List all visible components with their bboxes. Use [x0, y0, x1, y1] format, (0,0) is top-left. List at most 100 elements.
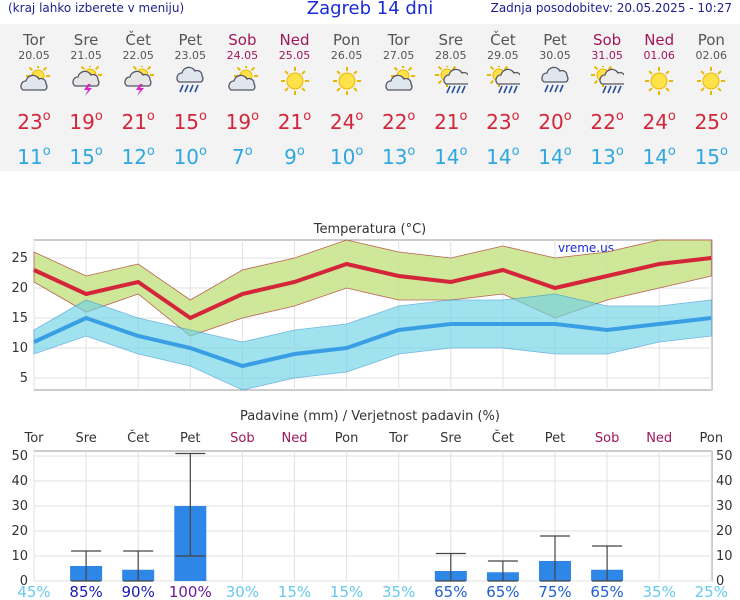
sun-rain-icon: [591, 66, 625, 94]
x-tick-label: Pet: [180, 431, 200, 446]
day-name: Sre: [438, 31, 464, 49]
sun-cloud-icon: [385, 66, 415, 91]
precipitation-plot-area: [33, 450, 713, 582]
day-date: 25.05: [278, 49, 311, 62]
y-tick-label: 0: [20, 574, 28, 589]
day-date: 24.05: [226, 49, 259, 62]
day-name: Čet: [125, 31, 151, 49]
min-temperature: 10o: [173, 144, 207, 169]
day-column: Sob 31.05 22o 13o: [581, 32, 633, 168]
daily-forecast-band: [0, 24, 740, 171]
sun-cloud-icon: [20, 66, 50, 91]
y-tick-label: 50: [11, 449, 28, 464]
min-temperature-line: [33, 315, 712, 369]
precipitation-probability: 65%: [434, 583, 467, 600]
rain-cloud-icon: [541, 66, 569, 93]
sun-thunder-icon: [124, 66, 155, 96]
min-temperature-band: [33, 293, 712, 391]
day-name: Pet: [178, 31, 203, 49]
max-temperature: 21o: [121, 109, 155, 134]
sun-thunder-icon: [72, 66, 103, 96]
y-tick-label-right: 50: [716, 449, 733, 464]
y-tick-label-right: 40: [716, 474, 733, 489]
day-column: Čet 22.05 21o 12o: [112, 31, 164, 169]
max-temperature: 22o: [590, 109, 624, 134]
day-name: Sre: [73, 31, 99, 49]
max-temperature: 24o: [329, 109, 364, 134]
min-temperature: 14o: [538, 144, 572, 169]
temperature-chart-title: Temperatura (°C): [313, 222, 426, 237]
precipitation-probability: 15%: [330, 583, 363, 600]
day-name: Sob: [592, 31, 622, 49]
y-tick-label: 30: [11, 499, 28, 514]
last-update: Zadnja posodobitev: 20.05.2025 - 10:27: [490, 1, 732, 15]
y-tick-label: 40: [11, 474, 28, 489]
max-temperature: 22o: [381, 109, 416, 134]
precipitation-probability: 15%: [278, 583, 311, 600]
max-temperature: 20o: [538, 109, 572, 134]
x-tick-label: Pon: [335, 431, 359, 446]
day-date: 29.05: [487, 49, 519, 62]
day-date: 23.05: [174, 49, 207, 62]
max-temperature: 19o: [225, 109, 260, 134]
min-temperature: 7o: [232, 144, 253, 169]
y-tick-label-right: 10: [716, 549, 733, 564]
precipitation-probability: 35%: [643, 583, 676, 600]
day-column: Sre 21.05 19o 15o: [60, 31, 112, 169]
max-temperature: 23o: [486, 109, 520, 134]
max-temperature: 19o: [69, 109, 103, 134]
sun-icon: [645, 67, 674, 95]
x-tick-label: Ned: [646, 431, 672, 446]
day-column: Sre 28.05 21o 14o: [425, 32, 477, 168]
precipitation-probability: 25%: [695, 583, 728, 600]
x-tick-label: Sob: [230, 431, 254, 446]
x-tick-label: Pon: [700, 431, 724, 446]
sun-rain-icon: [434, 66, 468, 94]
sun-rain-icon: [486, 66, 520, 94]
x-tick-label: Pet: [545, 431, 565, 446]
y-tick-label-right: 20: [716, 524, 733, 539]
day-column: Pon 02.06 25o 15o: [685, 32, 737, 169]
y-tick-label: 10: [11, 341, 28, 356]
precipitation-probability: 85%: [69, 583, 102, 600]
day-name: Pon: [332, 31, 361, 49]
x-tick-label: Ned: [282, 431, 308, 446]
day-date: 28.05: [435, 49, 467, 62]
sun-icon: [697, 67, 726, 95]
x-tick-label: Sre: [440, 431, 461, 446]
day-column: Tor 20.05 23o 11o: [8, 31, 60, 169]
y-tick-label: 5: [20, 371, 28, 386]
max-temperature: 21o: [277, 109, 312, 134]
day-date: 30.05: [539, 49, 571, 62]
day-name: Ned: [279, 31, 310, 49]
x-tick-label: Tor: [388, 431, 409, 446]
max-temperature: 23o: [17, 109, 51, 134]
y-tick-label: 25: [11, 251, 28, 266]
day-date: 21.05: [70, 49, 102, 62]
day-name: Sob: [228, 31, 257, 49]
max-temperature: 24o: [642, 109, 676, 134]
y-tick-label: 20: [11, 281, 28, 296]
day-name: Tor: [23, 31, 45, 49]
y-tick-label-right: 30: [716, 499, 733, 514]
precipitation-probability: 100%: [169, 583, 212, 600]
day-date: 31.05: [591, 49, 623, 62]
page-title: Zagreb 14 dni: [306, 0, 434, 19]
max-temperature: 25o: [694, 109, 728, 134]
day-name: Pet: [543, 31, 567, 49]
min-temperature: 15o: [694, 144, 728, 169]
min-temperature: 14o: [434, 144, 468, 169]
rain-cloud-icon: [176, 66, 204, 93]
day-column: Pet 30.05 20o 14o: [529, 31, 581, 169]
day-column: Tor 27.05 22o 13o: [373, 32, 425, 169]
x-tick-label: Čet: [127, 430, 149, 446]
menu-hint: (kraj lahko izberete v meniju): [8, 1, 185, 15]
min-temperature: 12o: [121, 144, 155, 169]
sun-cloud-icon: [228, 66, 259, 91]
day-column: Sob 24.05 19o 7o: [216, 31, 268, 169]
day-column: Pet 23.05 15o 10o: [164, 31, 216, 169]
max-temperature: 21o: [434, 109, 468, 134]
day-date: 27.05: [382, 49, 415, 62]
precipitation-chart-title: Padavine (mm) / Verjetnost padavin (%): [240, 409, 500, 424]
